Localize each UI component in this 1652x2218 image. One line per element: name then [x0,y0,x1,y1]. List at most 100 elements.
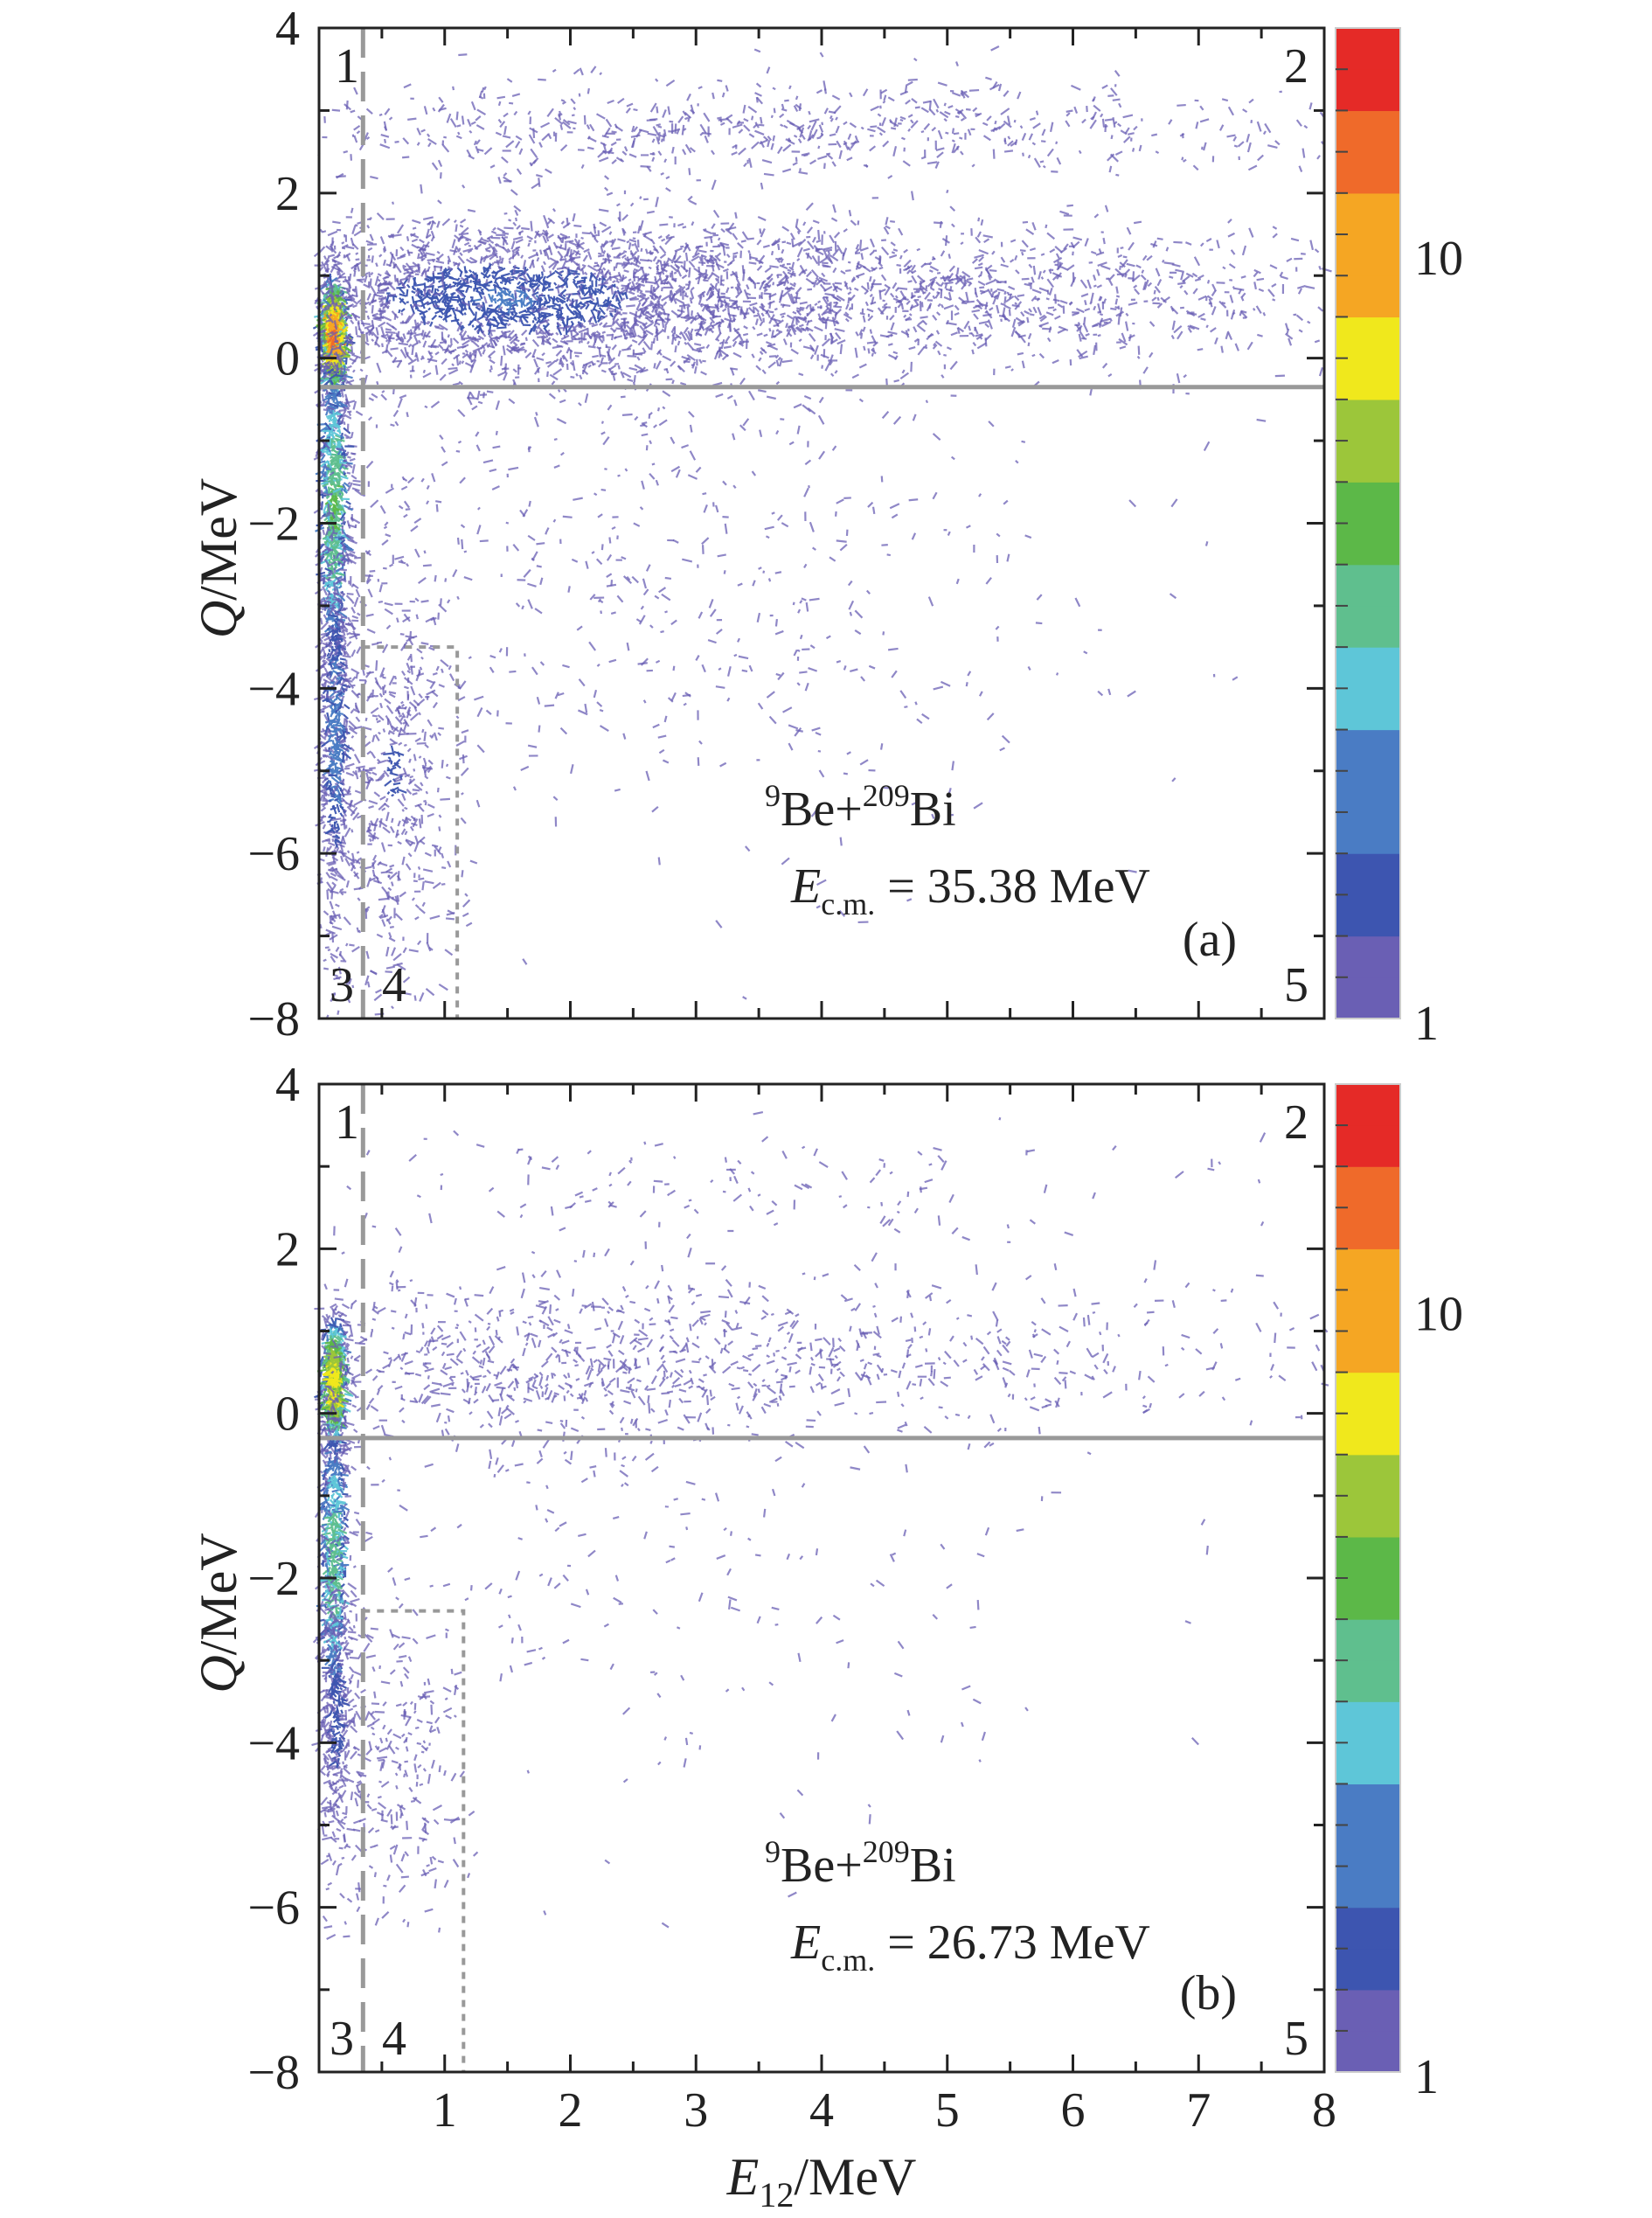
data-point [936,291,940,295]
data-point [659,223,669,226]
data-point [614,294,618,299]
data-point [325,525,330,536]
data-point [620,395,626,399]
data-point [602,250,607,254]
data-point [455,355,460,366]
data-point [336,404,344,408]
data-point [345,771,355,777]
data-point [409,329,413,336]
data-point [455,224,458,233]
data-point [417,253,420,260]
data-point [785,286,789,290]
data-point [340,855,344,863]
data-point [451,363,455,367]
data-point [322,342,328,352]
data-point [332,592,338,595]
data-point [321,441,330,449]
data-point [330,293,335,298]
data-point [350,599,355,605]
data-point [1274,374,1285,378]
data-point [742,332,749,337]
data-point [328,740,333,742]
data-point [494,243,498,247]
data-point [409,265,417,268]
data-point [573,351,582,355]
data-point [344,414,352,420]
data-point [331,525,335,532]
data-point [323,307,330,311]
data-point [807,288,813,291]
data-point [338,408,346,412]
data-point [345,534,355,543]
data-point [329,429,332,434]
data-point [336,744,344,748]
data-point [316,435,326,442]
data-point [329,432,336,439]
data-point [329,404,337,410]
data-point [463,312,467,316]
data-point [385,328,392,331]
data-point [326,627,330,631]
data-point [839,344,843,355]
data-point [989,269,997,273]
data-point [1137,345,1141,355]
data-point [860,332,864,339]
data-point [329,625,337,631]
data-point [1003,290,1007,296]
data-point [769,265,779,268]
data-point [377,278,381,282]
data-point [375,262,378,268]
data-point [781,359,793,364]
data-point [327,734,332,738]
data-point [346,805,356,815]
data-point [330,872,337,878]
data-point [691,310,693,316]
data-point [433,292,443,296]
data-point [856,275,860,279]
data-point [336,499,341,504]
data-point [344,720,349,729]
data-point [545,334,549,338]
data-point [351,829,354,833]
data-point [343,458,348,462]
data-point [326,275,330,284]
data-point [326,327,330,333]
data-point [546,304,556,309]
data-point [566,316,569,326]
data-point [565,240,574,244]
data-point [538,274,541,279]
data-point [343,629,349,633]
data-point [869,275,872,282]
data-point [498,255,502,261]
data-point [348,411,352,417]
data-point [1272,298,1276,302]
data-point [330,422,337,428]
data-point [347,524,357,529]
data-point [623,250,628,254]
data-point [674,277,677,282]
data-point [1206,280,1211,284]
data-point [392,359,403,363]
data-point [501,367,510,371]
data-point [535,329,538,336]
data-point [320,490,328,497]
data-point [778,330,783,334]
data-point [793,272,796,275]
data-point [723,345,732,349]
data-point [318,653,327,662]
data-point [344,703,351,710]
data-point [351,676,357,682]
data-point [339,812,344,817]
data-point [344,767,351,770]
data-point [1318,265,1322,270]
data-point [330,388,334,394]
data-point [1003,296,1007,304]
data-point [331,467,335,472]
data-point [343,482,351,488]
data-point [1045,224,1048,229]
data-point [908,313,913,316]
data-point [471,324,475,328]
data-point [768,310,774,314]
